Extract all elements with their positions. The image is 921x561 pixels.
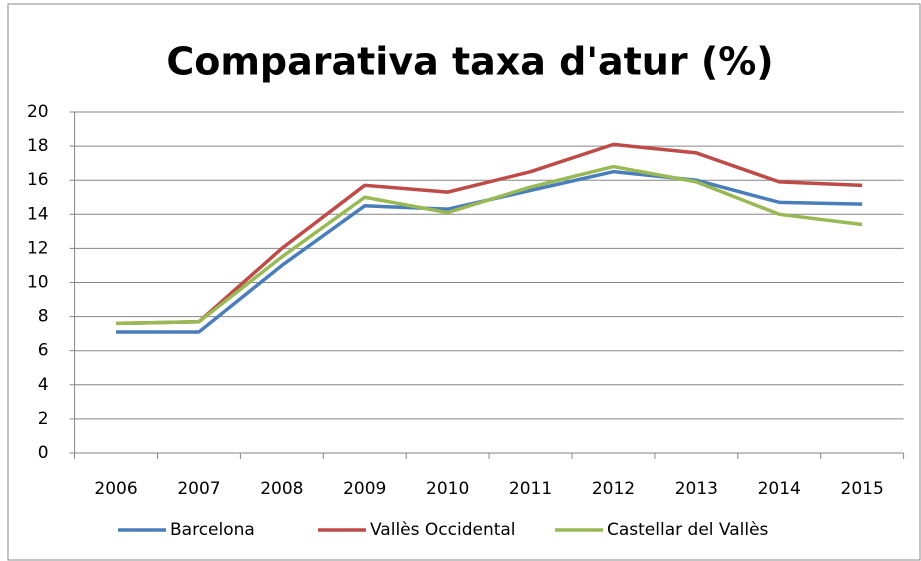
y-tick-label: 8	[38, 307, 49, 327]
y-tick-label: 0	[38, 443, 49, 463]
series-line	[116, 169, 863, 334]
legend-label: Castellar del Vallès	[607, 520, 769, 540]
x-tick-label: 2009	[343, 479, 386, 499]
series-line	[116, 142, 863, 326]
legend-label: Vallès Occidental	[370, 520, 516, 540]
legend-label: Barcelona	[170, 520, 255, 540]
x-tick-label: 2007	[177, 479, 220, 499]
y-tick-label: 18	[27, 136, 49, 156]
x-tick-label: 2010	[426, 479, 469, 499]
y-tick-label: 20	[27, 102, 49, 122]
y-tick-label: 16	[27, 170, 49, 190]
x-tick-label: 2014	[758, 479, 801, 499]
x-tick-label: 2011	[509, 479, 552, 499]
x-tick-label: 2013	[675, 479, 718, 499]
series-line	[116, 164, 863, 326]
x-tick-label: 2015	[841, 479, 884, 499]
x-tick-label: 2006	[94, 479, 137, 499]
y-tick-label: 6	[38, 341, 49, 361]
y-tick-label: 4	[38, 375, 49, 395]
y-tick-label: 10	[27, 273, 49, 293]
y-tick-label: 14	[27, 204, 49, 224]
y-tick-label: 2	[38, 409, 49, 429]
chart-title: Comparativa taxa d'atur (%)	[166, 40, 773, 84]
chart-border	[7, 3, 921, 561]
x-tick-label: 2012	[592, 479, 635, 499]
x-tick-label: 2008	[260, 479, 303, 499]
y-tick-label: 12	[27, 238, 49, 258]
